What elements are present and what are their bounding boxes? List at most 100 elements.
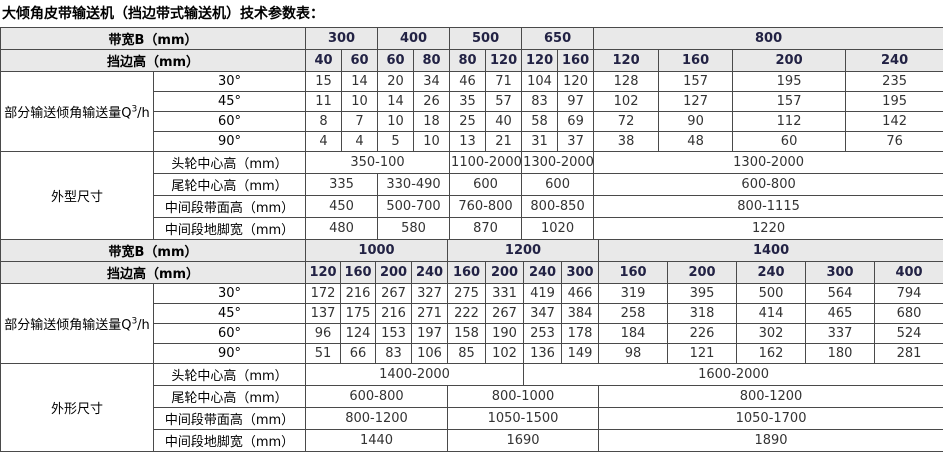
capacity-value-cell: 331 — [486, 284, 524, 304]
capacity-value-cell: 136 — [524, 344, 562, 364]
dimension-row-label-cell: 头轮中心高（mm） — [154, 364, 306, 386]
bandwidth-group-cell: 1200 — [448, 240, 599, 262]
dimension-value-cell: 1100-2000 — [450, 152, 522, 174]
capacity-value-cell: 76 — [846, 132, 943, 152]
capacity-value-cell: 40 — [486, 112, 522, 132]
capacity-value-cell: 106 — [412, 344, 448, 364]
capacity-value-cell: 794 — [875, 284, 943, 304]
edge-height-cell: 120 — [486, 50, 522, 72]
edge-height-cell: 240 — [412, 262, 448, 284]
dimension-row-label-cell: 中间段带面高（mm） — [154, 196, 306, 218]
capacity-value-cell: 302 — [737, 324, 806, 344]
dimension-row-label-cell: 中间段带面高（mm） — [154, 408, 306, 430]
edge-height-cell: 160 — [659, 50, 733, 72]
angle-label-cell: 45° — [154, 92, 306, 112]
capacity-value-cell: 524 — [875, 324, 943, 344]
capacity-value-cell: 347 — [524, 304, 562, 324]
angle-label-cell: 90° — [154, 132, 306, 152]
capacity-value-cell: 57 — [486, 92, 522, 112]
capacity-value-cell: 14 — [378, 92, 414, 112]
bandwidth-label-cell: 带宽B（mm） — [1, 240, 306, 262]
capacity-value-cell: 258 — [599, 304, 668, 324]
capacity-value-cell: 60 — [733, 132, 846, 152]
capacity-value-cell: 31 — [522, 132, 558, 152]
capacity-value-cell: 319 — [599, 284, 668, 304]
angle-label-cell: 60° — [154, 112, 306, 132]
dimension-value-cell: 1400-2000 — [306, 364, 524, 386]
capacity-value-cell: 10 — [342, 92, 378, 112]
capacity-value-cell: 271 — [412, 304, 448, 324]
dimension-value-cell: 335 — [306, 174, 378, 196]
capacity-value-cell: 564 — [806, 284, 875, 304]
capacity-value-cell: 327 — [412, 284, 448, 304]
dimension-value-cell: 480 — [306, 218, 378, 240]
dimension-value-cell: 1050-1700 — [599, 408, 943, 430]
capacity-value-cell: 83 — [376, 344, 412, 364]
dimension-value-cell: 760-800 — [450, 196, 522, 218]
capacity-value-cell: 466 — [562, 284, 599, 304]
capacity-value-cell: 21 — [486, 132, 522, 152]
capacity-value-cell: 4 — [306, 132, 342, 152]
edge-height-cell: 120 — [594, 50, 659, 72]
capacity-value-cell: 157 — [733, 92, 846, 112]
edge-height-cell: 240 — [846, 50, 943, 72]
dimension-value-cell: 1600-2000 — [524, 364, 943, 386]
dimension-group-label-cell: 外型尺寸 — [1, 152, 154, 240]
capacity-value-cell: 318 — [668, 304, 737, 324]
dimension-value-cell: 350-100 — [306, 152, 450, 174]
edge-height-cell: 80 — [450, 50, 486, 72]
capacity-label-tail: /h — [137, 106, 150, 121]
edge-height-cell: 200 — [486, 262, 524, 284]
capacity-value-cell: 175 — [341, 304, 376, 324]
capacity-value-cell: 85 — [448, 344, 486, 364]
capacity-value-cell: 5 — [378, 132, 414, 152]
capacity-value-cell: 51 — [306, 344, 341, 364]
capacity-value-cell: 184 — [599, 324, 668, 344]
capacity-group-label-cell: 部分输送倾角输送量Q3/h — [1, 72, 154, 152]
angle-label-cell: 30° — [154, 284, 306, 304]
capacity-value-cell: 137 — [306, 304, 341, 324]
dimension-value-cell: 580 — [378, 218, 450, 240]
edge-height-cell: 240 — [737, 262, 806, 284]
dimension-value-cell: 800-1115 — [594, 196, 943, 218]
capacity-value-cell: 195 — [846, 92, 943, 112]
dimension-value-cell: 500-700 — [378, 196, 450, 218]
edge-height-cell: 40 — [306, 50, 342, 72]
capacity-value-cell: 20 — [378, 72, 414, 92]
capacity-value-cell: 102 — [594, 92, 659, 112]
angle-label-cell: 90° — [154, 344, 306, 364]
capacity-value-cell: 680 — [875, 304, 943, 324]
capacity-value-cell: 216 — [341, 284, 376, 304]
bandwidth-group-cell: 400 — [378, 28, 450, 50]
capacity-value-cell: 158 — [448, 324, 486, 344]
edge-height-label-cell: 挡边高（mm） — [1, 262, 306, 284]
capacity-value-cell: 37 — [558, 132, 594, 152]
capacity-value-cell: 222 — [448, 304, 486, 324]
edge-height-cell: 240 — [524, 262, 562, 284]
capacity-label-text: 部分输送倾角输送量Q — [4, 318, 131, 333]
capacity-value-cell: 267 — [376, 284, 412, 304]
capacity-value-cell: 157 — [659, 72, 733, 92]
bandwidth-group-cell: 300 — [306, 28, 378, 50]
capacity-value-cell: 337 — [806, 324, 875, 344]
dimension-row-label-cell: 中间段地脚宽（mm） — [154, 430, 306, 452]
capacity-value-cell: 120 — [558, 72, 594, 92]
capacity-value-cell: 190 — [486, 324, 524, 344]
capacity-value-cell: 11 — [306, 92, 342, 112]
capacity-value-cell: 10 — [378, 112, 414, 132]
capacity-value-cell: 127 — [659, 92, 733, 112]
capacity-label-tail: /h — [137, 318, 150, 333]
dimension-value-cell: 600-800 — [594, 174, 943, 196]
capacity-value-cell: 72 — [594, 112, 659, 132]
edge-height-cell: 300 — [806, 262, 875, 284]
capacity-value-cell: 226 — [668, 324, 737, 344]
capacity-value-cell: 83 — [522, 92, 558, 112]
bandwidth-group-cell: 1000 — [306, 240, 448, 262]
page-title: 大倾角皮带输送机（挡边带式输送机）技术参数表： — [0, 0, 943, 27]
